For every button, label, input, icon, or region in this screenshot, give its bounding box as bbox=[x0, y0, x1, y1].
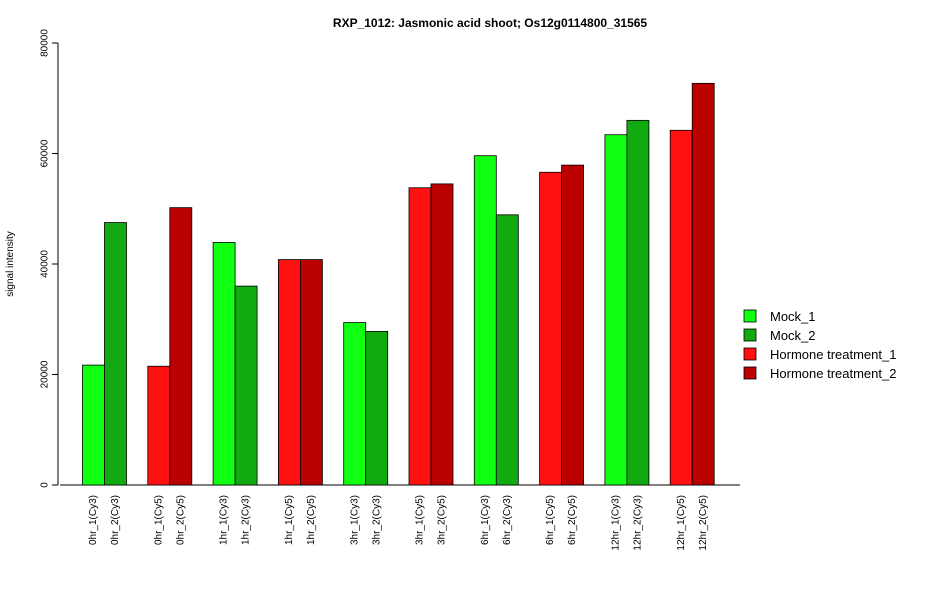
x-tick-label: 1hr_2(Cy3) bbox=[241, 495, 252, 545]
y-tick-label: 60000 bbox=[40, 139, 51, 167]
y-tick-label: 80000 bbox=[40, 29, 51, 57]
bar bbox=[561, 164, 584, 486]
legend: Mock_1 Mock_2 Hormone treatment_1 Hormone t… bbox=[743, 309, 896, 381]
bar bbox=[234, 285, 258, 486]
bar bbox=[691, 82, 715, 486]
bar bbox=[277, 259, 301, 486]
x-tick-label: 6hr_1(Cy3) bbox=[480, 495, 491, 545]
legend-label: Mock_1 bbox=[770, 309, 816, 324]
y-tick-label: 0 bbox=[40, 482, 51, 488]
x-tick-label: 0hr_1(Cy5) bbox=[153, 495, 164, 545]
bar bbox=[104, 222, 127, 486]
x-tick-label: 12hr_2(Cy3) bbox=[633, 495, 644, 551]
x-tick-label: 6hr_1(Cy5) bbox=[545, 495, 556, 545]
legend-swatch bbox=[743, 347, 757, 361]
bar bbox=[669, 129, 693, 486]
x-tick-label: 1hr_1(Cy3) bbox=[219, 495, 230, 545]
bar bbox=[604, 134, 628, 486]
x-tick-label: 3hr_2(Cy5) bbox=[437, 495, 448, 545]
bar bbox=[299, 259, 323, 486]
y-tick-label: 40000 bbox=[40, 250, 51, 278]
bar bbox=[473, 155, 497, 486]
x-tick-label: 12hr_1(Cy3) bbox=[611, 495, 622, 551]
x-tick-label: 3hr_1(Cy5) bbox=[415, 495, 426, 545]
plot-area: 0 20000 40000 60000 80000 0hr_1(Cy3) 0hr_2(Cy3… bbox=[40, 29, 740, 551]
x-tick-label: 0hr_1(Cy3) bbox=[88, 495, 99, 545]
legend-label: Hormone treatment_1 bbox=[770, 347, 896, 362]
x-tick-label: 12hr_2(Cy5) bbox=[698, 495, 709, 551]
bar bbox=[365, 331, 389, 486]
bar bbox=[169, 207, 193, 486]
legend-swatch bbox=[743, 328, 757, 342]
x-tick-label: 1hr_1(Cy5) bbox=[284, 495, 295, 545]
legend-swatch bbox=[743, 309, 757, 323]
bar bbox=[147, 365, 171, 486]
x-tick-label: 6hr_2(Cy5) bbox=[567, 495, 578, 545]
bar bbox=[408, 187, 432, 486]
x-tick-label: 3hr_1(Cy3) bbox=[349, 495, 360, 545]
bar bbox=[343, 322, 367, 486]
y-tick-label: 20000 bbox=[40, 360, 51, 388]
x-tick-label: 3hr_2(Cy3) bbox=[371, 495, 382, 545]
legend-swatch bbox=[743, 366, 757, 380]
bar bbox=[539, 171, 562, 486]
x-tick-label: 6hr_2(Cy3) bbox=[502, 495, 513, 545]
bar bbox=[626, 119, 650, 486]
bar bbox=[430, 183, 454, 486]
x-tick-label: 1hr_2(Cy5) bbox=[306, 495, 317, 545]
bar bbox=[82, 364, 105, 486]
x-tick-label: 0hr_2(Cy3) bbox=[110, 495, 121, 545]
chart-title: RXP_1012: Jasmonic acid shoot; Os12g0114… bbox=[333, 16, 648, 30]
y-axis-label: signal intensity bbox=[5, 231, 16, 297]
bar bbox=[212, 242, 236, 486]
x-tick-label: 0hr_2(Cy5) bbox=[175, 495, 186, 545]
legend-label: Hormone treatment_2 bbox=[770, 366, 896, 381]
bar bbox=[495, 214, 519, 486]
x-tick-label: 12hr_1(Cy5) bbox=[676, 495, 687, 551]
legend-label: Mock_2 bbox=[770, 328, 816, 343]
